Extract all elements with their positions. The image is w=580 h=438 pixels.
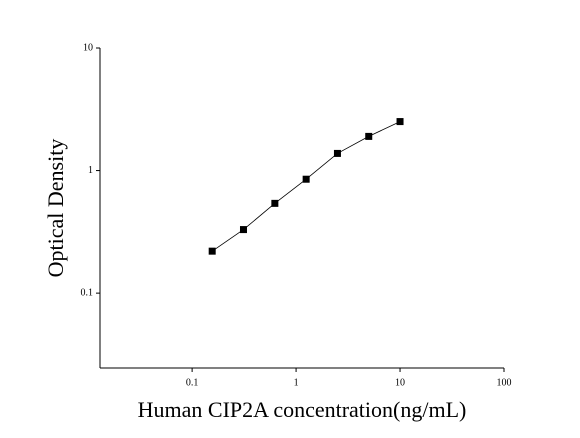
y-tick-label: 10 [83,42,93,53]
data-point [302,175,310,183]
data-point [208,247,216,255]
x-tick-label: 100 [497,377,512,388]
data-point [396,118,404,126]
x-axis-title: Human CIP2A concentration(ng/mL) [138,397,467,422]
x-tick-label: 1 [294,377,299,388]
y-tick-label: 0.1 [81,287,94,298]
data-point [271,199,279,207]
y-tick-label: 1 [88,165,93,176]
data-point [333,149,341,157]
y-axis-title: Optical Density [43,139,68,278]
data-point [365,132,373,140]
x-tick-label: 0.1 [186,377,199,388]
data-point [239,226,247,234]
x-tick-label: 10 [395,377,405,388]
